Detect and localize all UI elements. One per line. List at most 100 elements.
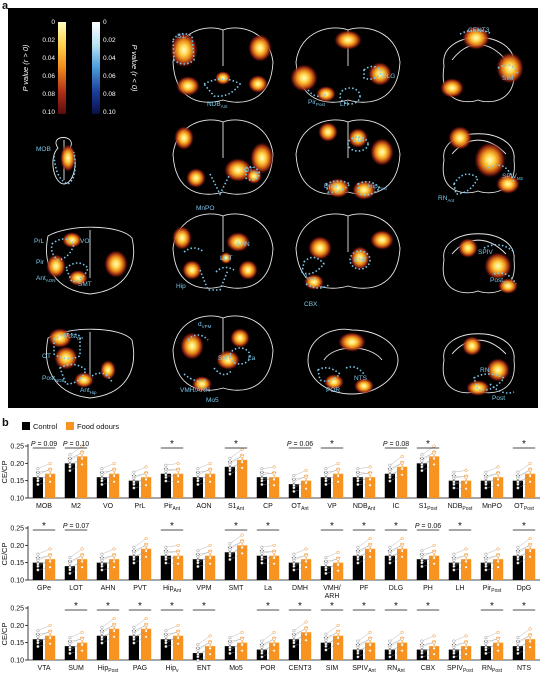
bar-food	[493, 477, 504, 498]
significance-label: *	[74, 601, 78, 612]
data-point-control	[68, 571, 72, 575]
data-point-control	[516, 470, 520, 474]
paired-line	[517, 628, 531, 638]
data-point-control	[260, 649, 264, 653]
paired-line	[421, 563, 435, 567]
data-point-control	[260, 557, 264, 561]
paired-line	[69, 561, 83, 568]
data-point-food	[144, 465, 148, 469]
x-tick-label: MnPO	[482, 503, 502, 510]
data-point-food	[176, 630, 180, 634]
data-point-food	[176, 642, 180, 646]
data-point-food	[368, 543, 372, 547]
data-point-food	[400, 630, 404, 634]
paired-line	[69, 445, 83, 455]
data-point-control	[100, 556, 104, 560]
paired-line	[293, 481, 307, 488]
activation-blob	[60, 144, 76, 172]
data-point-food	[176, 468, 180, 472]
data-point-food	[400, 454, 404, 459]
colorbar-pos-tick: 0.08	[42, 91, 55, 98]
paired-line	[133, 472, 147, 479]
data-point-food	[528, 645, 532, 649]
data-point-control	[164, 479, 168, 483]
activation-blob	[172, 226, 192, 250]
y-axis-label: CE/CP	[0, 623, 9, 646]
paired-line	[517, 550, 531, 558]
colorbar-pos-tick: 0.10	[42, 109, 55, 116]
y-tick-label: 0.15	[10, 478, 24, 485]
paired-line	[69, 560, 83, 570]
brain-section-outline	[172, 315, 274, 391]
paired-line	[165, 556, 179, 559]
paired-line	[325, 463, 339, 469]
data-point-food	[368, 649, 372, 653]
data-point-control	[420, 459, 424, 463]
data-point-control	[356, 639, 360, 643]
data-point-food	[240, 637, 244, 641]
data-point-food	[496, 477, 500, 482]
data-point-control	[36, 558, 40, 562]
paired-line	[421, 457, 435, 468]
bar-control	[192, 477, 203, 498]
data-point-food	[496, 565, 500, 569]
data-point-control	[516, 474, 520, 478]
x-tick-label: POR	[260, 665, 275, 672]
data-point-food	[400, 649, 404, 653]
data-point-food	[368, 483, 372, 487]
data-point-food	[528, 480, 532, 484]
data-point-control	[228, 466, 232, 470]
data-point-control	[260, 651, 264, 655]
data-point-food	[304, 487, 308, 491]
paired-line	[69, 451, 83, 462]
paired-line	[421, 445, 435, 455]
paired-line	[389, 549, 403, 560]
paired-line	[325, 632, 339, 638]
data-point-food	[400, 461, 404, 465]
data-point-control	[388, 651, 392, 655]
data-point-food	[80, 462, 84, 466]
x-tick-label: RNPost	[482, 665, 503, 674]
data-point-food	[528, 468, 532, 472]
x-tick-label: PH	[423, 585, 433, 592]
paired-line	[293, 561, 307, 565]
brain-section-outline	[295, 213, 401, 289]
paired-line	[293, 548, 307, 555]
paired-line	[325, 643, 339, 651]
paired-line	[453, 648, 467, 651]
region-label: NTS	[354, 375, 368, 382]
y-tick-label: 0.25	[10, 606, 24, 613]
brain-map-panel: 0 0.02 0.04 0.06 0.08 0.10 0 0.02 0.04 0.06 0.08 0.…	[8, 8, 538, 408]
data-point-control	[356, 545, 360, 549]
paired-line	[133, 624, 147, 634]
colorbar-pos-tick: 0.04	[42, 55, 55, 62]
significance-label: *	[426, 601, 430, 612]
roi-outline	[301, 256, 326, 275]
x-tick-label: OTPost	[514, 503, 534, 512]
data-point-control	[292, 474, 296, 478]
paired-line	[485, 561, 499, 565]
paired-line	[69, 644, 83, 648]
data-point-control	[420, 456, 424, 460]
paired-line	[37, 637, 51, 641]
bar-food	[77, 456, 88, 498]
data-point-control	[292, 632, 296, 636]
x-tick-label: SPIVPost	[447, 665, 474, 674]
data-point-control	[68, 456, 72, 460]
region-label: RNAnt	[438, 195, 455, 203]
data-point-food	[144, 536, 148, 541]
data-point-food	[80, 565, 84, 569]
data-point-control	[356, 645, 360, 649]
data-point-food	[208, 634, 212, 638]
x-tick-label: S1Ant	[228, 503, 245, 512]
paired-line	[229, 546, 243, 557]
paired-line	[101, 474, 115, 481]
activation-blob	[226, 232, 250, 252]
data-point-food	[144, 635, 148, 639]
paired-line	[389, 643, 403, 654]
data-point-control	[356, 470, 360, 474]
x-tick-label: HipPost	[98, 665, 119, 674]
data-point-food	[528, 639, 532, 644]
roi-outline	[183, 247, 205, 253]
data-point-food	[144, 555, 148, 559]
